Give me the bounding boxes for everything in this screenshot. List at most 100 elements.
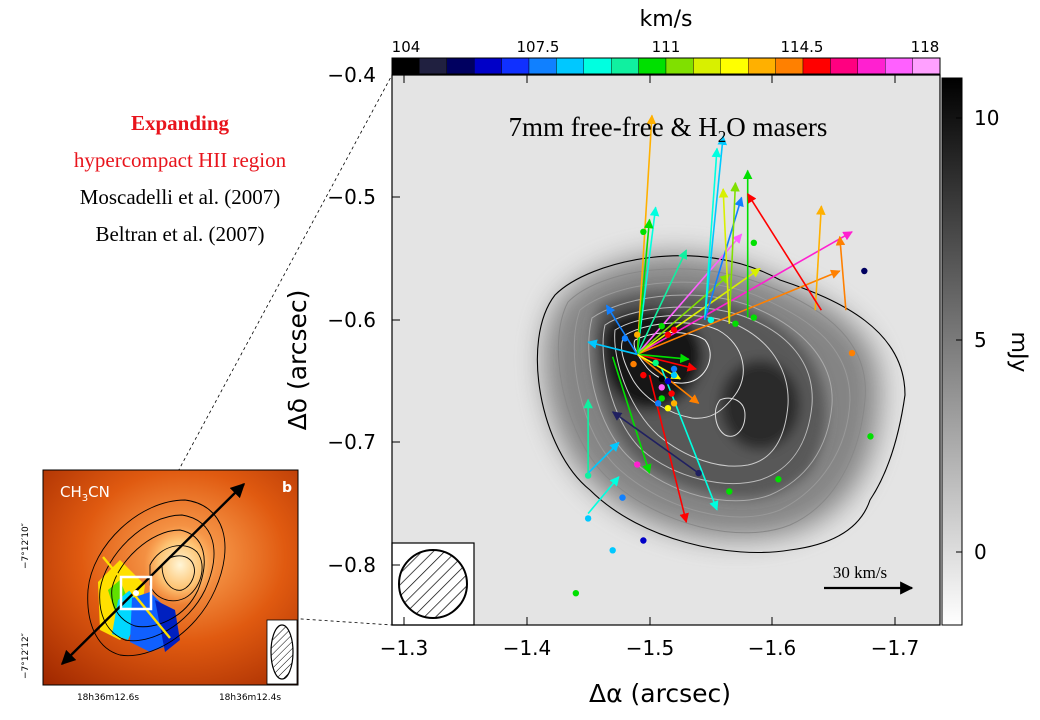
- maser-vector: [587, 476, 620, 515]
- maser-spot: [670, 371, 678, 379]
- colorbar-cell: [501, 57, 530, 75]
- maser-spot: [634, 461, 641, 468]
- maser-vector: [587, 441, 620, 474]
- colorbar-tick: 111: [652, 38, 681, 56]
- x-axis: −1.3 −1.4 −1.5 −1.6 −1.7 Δα (arcsec): [380, 75, 919, 708]
- colorbar-cell: [857, 57, 886, 75]
- annotation-line: Beltran et al. (2007): [95, 222, 264, 246]
- maser-spot: [695, 469, 702, 477]
- y-axis: −0.4 −0.5 −0.6 −0.7 −0.8 Δδ (arcsec): [283, 63, 400, 577]
- intensity-tick: 5: [974, 328, 987, 352]
- colorbar-cell: [556, 57, 585, 75]
- maser-spot: [621, 335, 629, 342]
- maser-spot: [861, 267, 868, 275]
- colorbar-cell: [419, 57, 447, 75]
- maser-spot: [640, 537, 647, 544]
- maser-vector: [703, 135, 728, 321]
- intensity-unit: mJy: [1006, 332, 1031, 373]
- main-panel-title: 7mm free-free & H2O masers: [509, 112, 828, 146]
- scale-label: 30 km/s: [833, 563, 887, 582]
- colorbar-cell: [446, 57, 475, 75]
- colorbar-cell: [391, 57, 420, 75]
- maser-spot: [664, 331, 672, 338]
- x-axis-label: Δα (arcsec): [589, 679, 731, 708]
- maser-vector: [747, 193, 823, 311]
- x-tick-label: −1.5: [626, 636, 675, 660]
- maser-vector: [728, 181, 740, 324]
- annotation-block: Expanding hypercompact HII region Moscad…: [74, 111, 287, 246]
- intensity-tick: 10: [974, 106, 999, 130]
- maser-vector: [703, 196, 744, 321]
- annotation-line: Moscadelli et al. (2007): [80, 185, 281, 209]
- maser-spot: [664, 378, 672, 385]
- colorbar-unit: km/s: [639, 7, 692, 32]
- maser-spot: [670, 326, 678, 333]
- maser-spot: [584, 472, 592, 479]
- maser-spot: [775, 476, 782, 483]
- maser-spot: [619, 494, 626, 501]
- maser-spot: [732, 320, 739, 327]
- y-tick-label: −0.7: [327, 430, 376, 454]
- maser-vector: [835, 235, 847, 311]
- maser-spot: [658, 375, 665, 382]
- maser-spot: [670, 400, 678, 407]
- colorbar-cell: [775, 57, 804, 75]
- velocity-colorbar: km/s 104 107.5 111 114.5 118: [391, 7, 941, 75]
- maser-points: [572, 228, 874, 597]
- colorbar-tick: 104: [392, 38, 421, 56]
- annotation-line: hypercompact HII region: [74, 148, 287, 172]
- maser-vector: [637, 353, 690, 364]
- maser-spot: [652, 359, 659, 367]
- inset-y-tick: −7°12′10″: [21, 522, 31, 569]
- inset-panel-letter: b: [282, 480, 292, 496]
- colorbar-tick: 114.5: [781, 38, 824, 56]
- maser-spot: [670, 365, 678, 373]
- beam-indicator: [391, 542, 475, 626]
- maser-spot: [630, 360, 637, 368]
- colorbar-cell: [720, 57, 749, 75]
- colorbar-tick: 118: [911, 38, 940, 56]
- maser-spot: [750, 314, 758, 321]
- maser-spot: [658, 384, 665, 391]
- maser-spot: [654, 400, 662, 407]
- maser-vector: [636, 206, 660, 355]
- maser-spot: [640, 371, 647, 379]
- maser-spot: [664, 405, 672, 412]
- colorbar-cell: [830, 57, 859, 75]
- colorbar-cell: [611, 57, 639, 75]
- y-axis-label: Δδ (arcsec): [283, 290, 312, 431]
- inset-ch3cn-map: CH3CN b −7°12′10″ −7°12′12″ 18h36m12.6s …: [21, 469, 299, 703]
- maser-spot: [668, 390, 675, 397]
- intensity-colorbar: 10 5 0 mJy: [941, 77, 1031, 626]
- maser-spot: [867, 433, 874, 440]
- y-tick-label: −0.5: [327, 185, 376, 209]
- maser-spot: [848, 349, 856, 357]
- inset-x-tick: 18h36m12.4s: [219, 693, 281, 703]
- maser-vector: [814, 205, 826, 311]
- maser-spot: [634, 331, 641, 338]
- maser-vector: [636, 249, 688, 355]
- maser-spot: [584, 515, 592, 522]
- colorbar-cell: [665, 57, 694, 75]
- colorbar-cell: [693, 57, 722, 75]
- maser-vector: [718, 187, 731, 324]
- maser-spot: [609, 547, 616, 554]
- x-tick-label: −1.4: [503, 636, 552, 660]
- maser-spot: [726, 488, 733, 495]
- maser-spot: [750, 239, 758, 247]
- maser-vector: [636, 114, 657, 355]
- maser-vector: [648, 374, 689, 524]
- y-tick-label: −0.8: [327, 553, 376, 577]
- maser-vector: [611, 411, 700, 474]
- annotation-line: Expanding: [131, 111, 230, 135]
- colorbar-cell: [528, 57, 557, 75]
- velocity-scale-arrow: 30 km/s: [824, 563, 914, 595]
- colorbar-cell: [638, 57, 667, 75]
- colorbar-cell: [802, 57, 831, 75]
- inset-y-tick: −7°12′12″: [21, 632, 31, 679]
- inset-x-tick: 18h36m12.6s: [77, 693, 139, 703]
- colorbar-tick: 107.5: [517, 38, 560, 56]
- x-tick-label: −1.6: [748, 636, 797, 660]
- maser-vector: [636, 218, 654, 355]
